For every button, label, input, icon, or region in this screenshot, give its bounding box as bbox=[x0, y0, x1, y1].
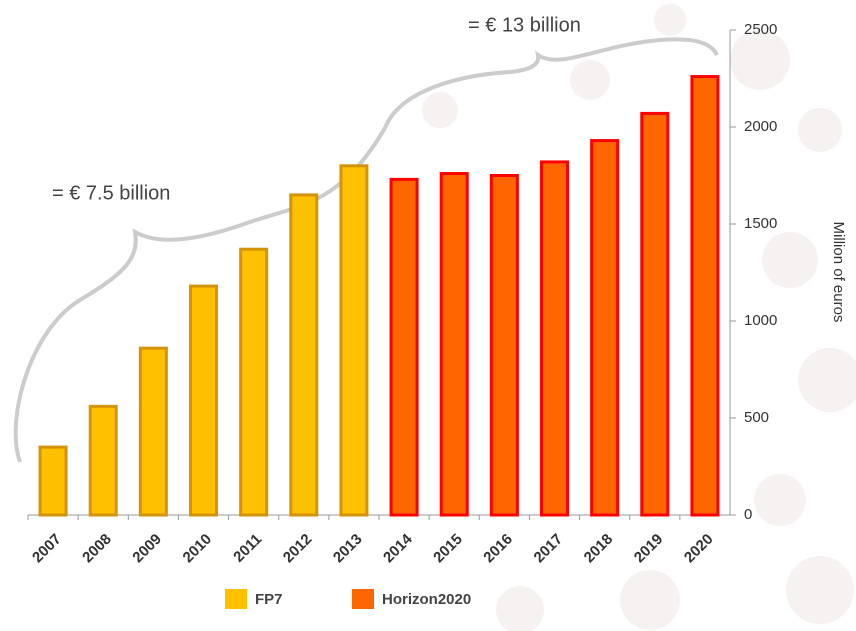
bar bbox=[640, 111, 670, 517]
x-tick-label: 2007 bbox=[29, 531, 65, 567]
bar bbox=[389, 177, 419, 517]
legend-label: FP7 bbox=[255, 591, 283, 608]
annotation: = € 7.5 billion bbox=[52, 182, 170, 204]
bar bbox=[339, 164, 369, 517]
bar bbox=[690, 75, 720, 517]
bar bbox=[289, 193, 319, 517]
x-tick-label: 2014 bbox=[380, 530, 416, 566]
bar bbox=[540, 160, 569, 517]
legend-label: Horizon2020 bbox=[382, 591, 471, 608]
x-tick-label: 2015 bbox=[430, 531, 466, 567]
bar bbox=[88, 404, 118, 517]
x-tick-label: 2010 bbox=[180, 531, 216, 567]
bar bbox=[189, 284, 218, 517]
y-tick-label: 0 bbox=[744, 506, 752, 523]
background-decor bbox=[422, 4, 856, 631]
x-tick-label: 2018 bbox=[581, 531, 617, 567]
x-tick-label: 2011 bbox=[230, 531, 265, 566]
y-tick-label: 500 bbox=[744, 409, 769, 426]
y-tick-label: 1000 bbox=[744, 312, 777, 329]
bar bbox=[590, 139, 620, 517]
x-tick-label: 2019 bbox=[631, 531, 667, 567]
legend-swatch bbox=[352, 589, 374, 609]
legend-swatch bbox=[225, 589, 247, 609]
y-tick-label: 2000 bbox=[744, 118, 777, 135]
annotation: = € 13 billion bbox=[468, 14, 581, 36]
y-tick-label: 1500 bbox=[744, 215, 777, 232]
x-tick-label: 2016 bbox=[480, 531, 516, 567]
bar bbox=[138, 346, 168, 517]
bar bbox=[38, 445, 68, 517]
x-tick-label: 2008 bbox=[79, 531, 115, 567]
x-tick-label: 2012 bbox=[280, 531, 316, 567]
y-axis-label: Million of euros bbox=[830, 222, 847, 323]
brace-horizon bbox=[383, 37, 719, 129]
x-tick-label: 2020 bbox=[681, 531, 717, 567]
bar bbox=[439, 172, 469, 517]
x-tick-label: 2017 bbox=[531, 531, 567, 567]
x-tick-label: 2009 bbox=[129, 531, 165, 567]
y-tick-label: 2500 bbox=[744, 21, 777, 38]
bar bbox=[239, 247, 269, 517]
bar bbox=[489, 174, 519, 517]
x-tick-label: 2013 bbox=[330, 531, 366, 567]
